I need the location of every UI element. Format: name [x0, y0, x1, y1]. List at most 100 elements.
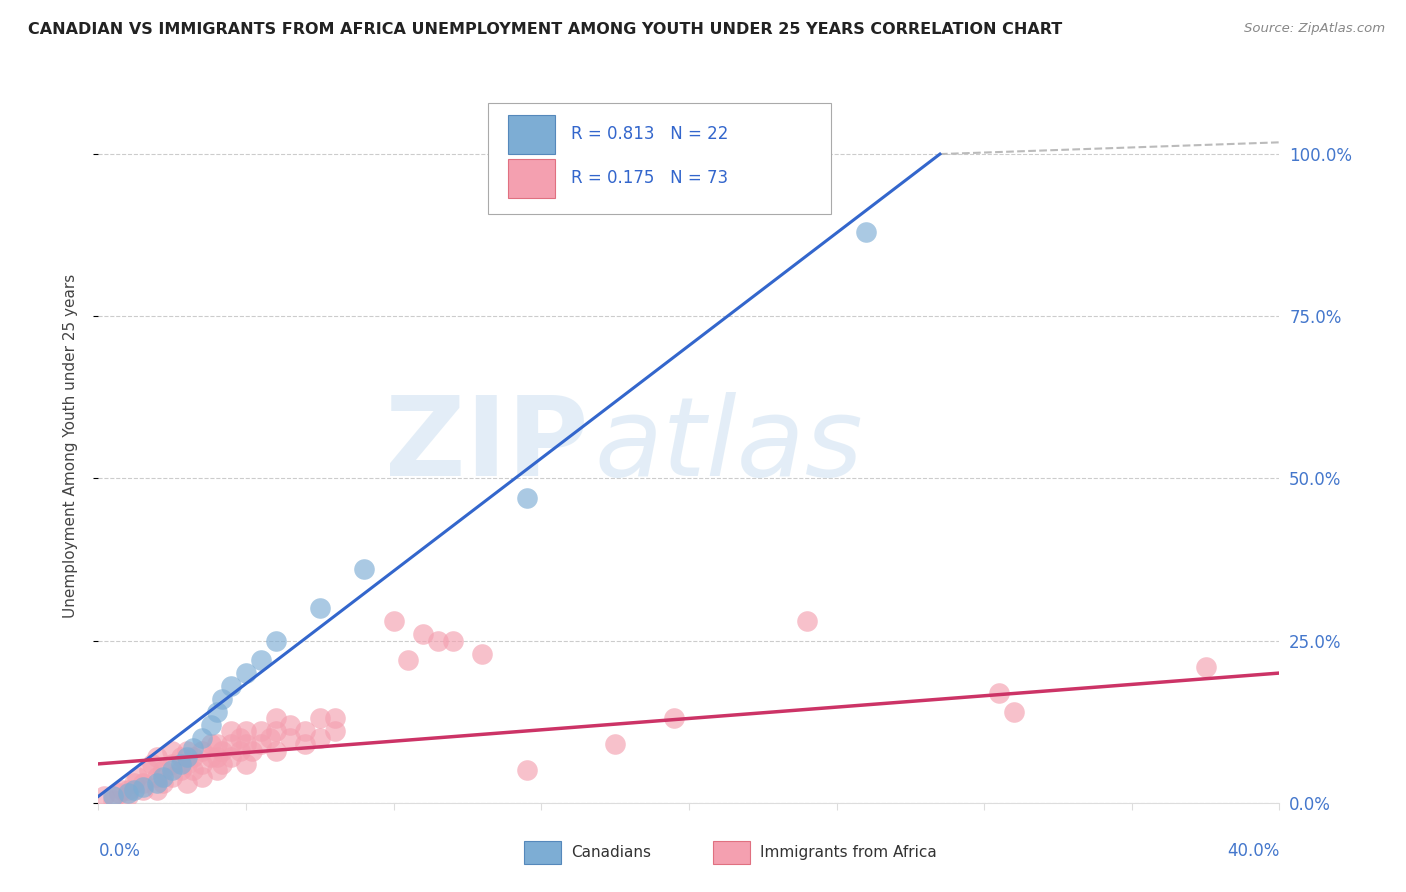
Point [235, 666, 257, 681]
Point [152, 764, 174, 778]
Point [152, 776, 174, 790]
Text: 40.0%: 40.0% [1227, 842, 1279, 860]
Text: R = 0.813   N = 22: R = 0.813 N = 22 [571, 125, 728, 143]
Point [412, 627, 434, 641]
Point [162, 764, 183, 778]
Point [122, 776, 145, 790]
Point [309, 731, 332, 745]
Point [323, 724, 346, 739]
Text: 0.0%: 0.0% [98, 842, 141, 860]
Point [200, 738, 222, 752]
Point [796, 614, 818, 628]
Point [117, 786, 139, 800]
Bar [508, 159, 555, 198]
Point [264, 711, 287, 725]
Point [176, 776, 198, 790]
Text: CANADIAN VS IMMIGRANTS FROM AFRICA UNEMPLOYMENT AMONG YOUTH UNDER 25 YEARS CORRE: CANADIAN VS IMMIGRANTS FROM AFRICA UNEMP… [28, 22, 1063, 37]
Point [211, 756, 233, 771]
Point [108, 786, 131, 800]
Point [427, 633, 450, 648]
Point [205, 750, 228, 764]
Text: Immigrants from Africa: Immigrants from Africa [759, 846, 936, 860]
Point [170, 756, 193, 771]
Point [170, 764, 193, 778]
Point [211, 692, 233, 706]
Text: Source: ZipAtlas.com: Source: ZipAtlas.com [1244, 22, 1385, 36]
Bar [508, 114, 555, 153]
Text: atlas: atlas [595, 392, 863, 500]
Point [235, 738, 257, 752]
Point [176, 756, 198, 771]
Point [219, 750, 242, 764]
Y-axis label: Unemployment Among Youth under 25 years: Unemployment Among Youth under 25 years [63, 274, 77, 618]
Text: Canadians: Canadians [571, 846, 651, 860]
Point [382, 614, 405, 628]
FancyBboxPatch shape [488, 103, 831, 214]
Point [219, 738, 242, 752]
Point [146, 770, 169, 784]
Point [259, 731, 281, 745]
Point [170, 750, 193, 764]
Point [103, 789, 125, 804]
Point [250, 653, 273, 667]
Point [152, 770, 174, 784]
Point [219, 724, 242, 739]
Point [309, 601, 332, 615]
Point [205, 764, 228, 778]
Point [250, 738, 273, 752]
Point [1195, 659, 1218, 673]
Point [250, 724, 273, 739]
Point [132, 780, 155, 794]
Point [229, 744, 252, 758]
Point [181, 764, 204, 778]
Point [240, 744, 263, 758]
Point [191, 756, 214, 771]
Point [294, 724, 316, 739]
Point [146, 776, 169, 790]
Point [162, 756, 183, 771]
Point [181, 750, 204, 764]
Point [219, 679, 242, 693]
Point [294, 738, 316, 752]
Point [181, 740, 204, 755]
Point [191, 744, 214, 758]
Point [132, 776, 155, 790]
Point [138, 764, 160, 778]
Point [205, 705, 228, 719]
Point [205, 738, 228, 752]
Text: R = 0.175   N = 73: R = 0.175 N = 73 [571, 169, 728, 187]
Point [122, 782, 145, 797]
Point [103, 792, 125, 806]
Point [1002, 705, 1025, 719]
Point [162, 770, 183, 784]
Point [191, 731, 214, 745]
Point [146, 750, 169, 764]
Point [235, 724, 257, 739]
Point [117, 789, 139, 804]
Point [441, 633, 464, 648]
Point [111, 782, 134, 797]
Point [264, 744, 287, 758]
Point [141, 756, 163, 771]
Point [353, 562, 375, 576]
Bar [713, 841, 751, 864]
Point [200, 750, 222, 764]
Point [278, 731, 302, 745]
Point [117, 782, 139, 797]
Point [132, 782, 155, 797]
Point [176, 750, 198, 764]
Point [471, 647, 494, 661]
Point [855, 225, 877, 239]
Text: ZIP: ZIP [385, 392, 589, 500]
Point [664, 711, 686, 725]
Point [229, 731, 252, 745]
Point [605, 738, 627, 752]
Point [235, 756, 257, 771]
Point [323, 711, 346, 725]
Point [515, 764, 537, 778]
Point [211, 744, 233, 758]
Point [93, 789, 115, 804]
Point [396, 653, 419, 667]
Point [162, 744, 183, 758]
Point [191, 770, 214, 784]
